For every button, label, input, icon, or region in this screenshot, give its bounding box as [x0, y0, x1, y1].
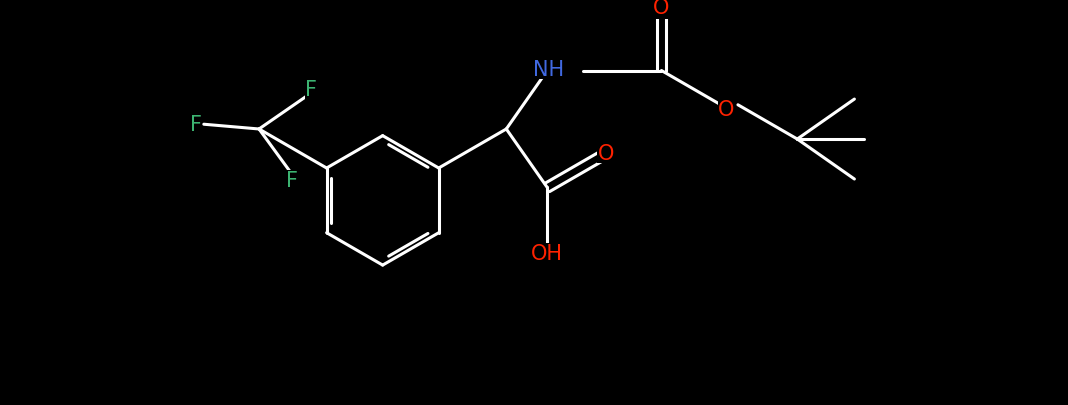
Text: O: O: [654, 0, 670, 18]
Text: NH: NH: [533, 60, 564, 79]
Text: F: F: [190, 115, 202, 135]
Text: OH: OH: [531, 243, 563, 264]
Text: F: F: [305, 80, 317, 100]
Text: F: F: [286, 171, 298, 191]
Text: O: O: [719, 99, 735, 119]
Text: O: O: [597, 143, 614, 163]
